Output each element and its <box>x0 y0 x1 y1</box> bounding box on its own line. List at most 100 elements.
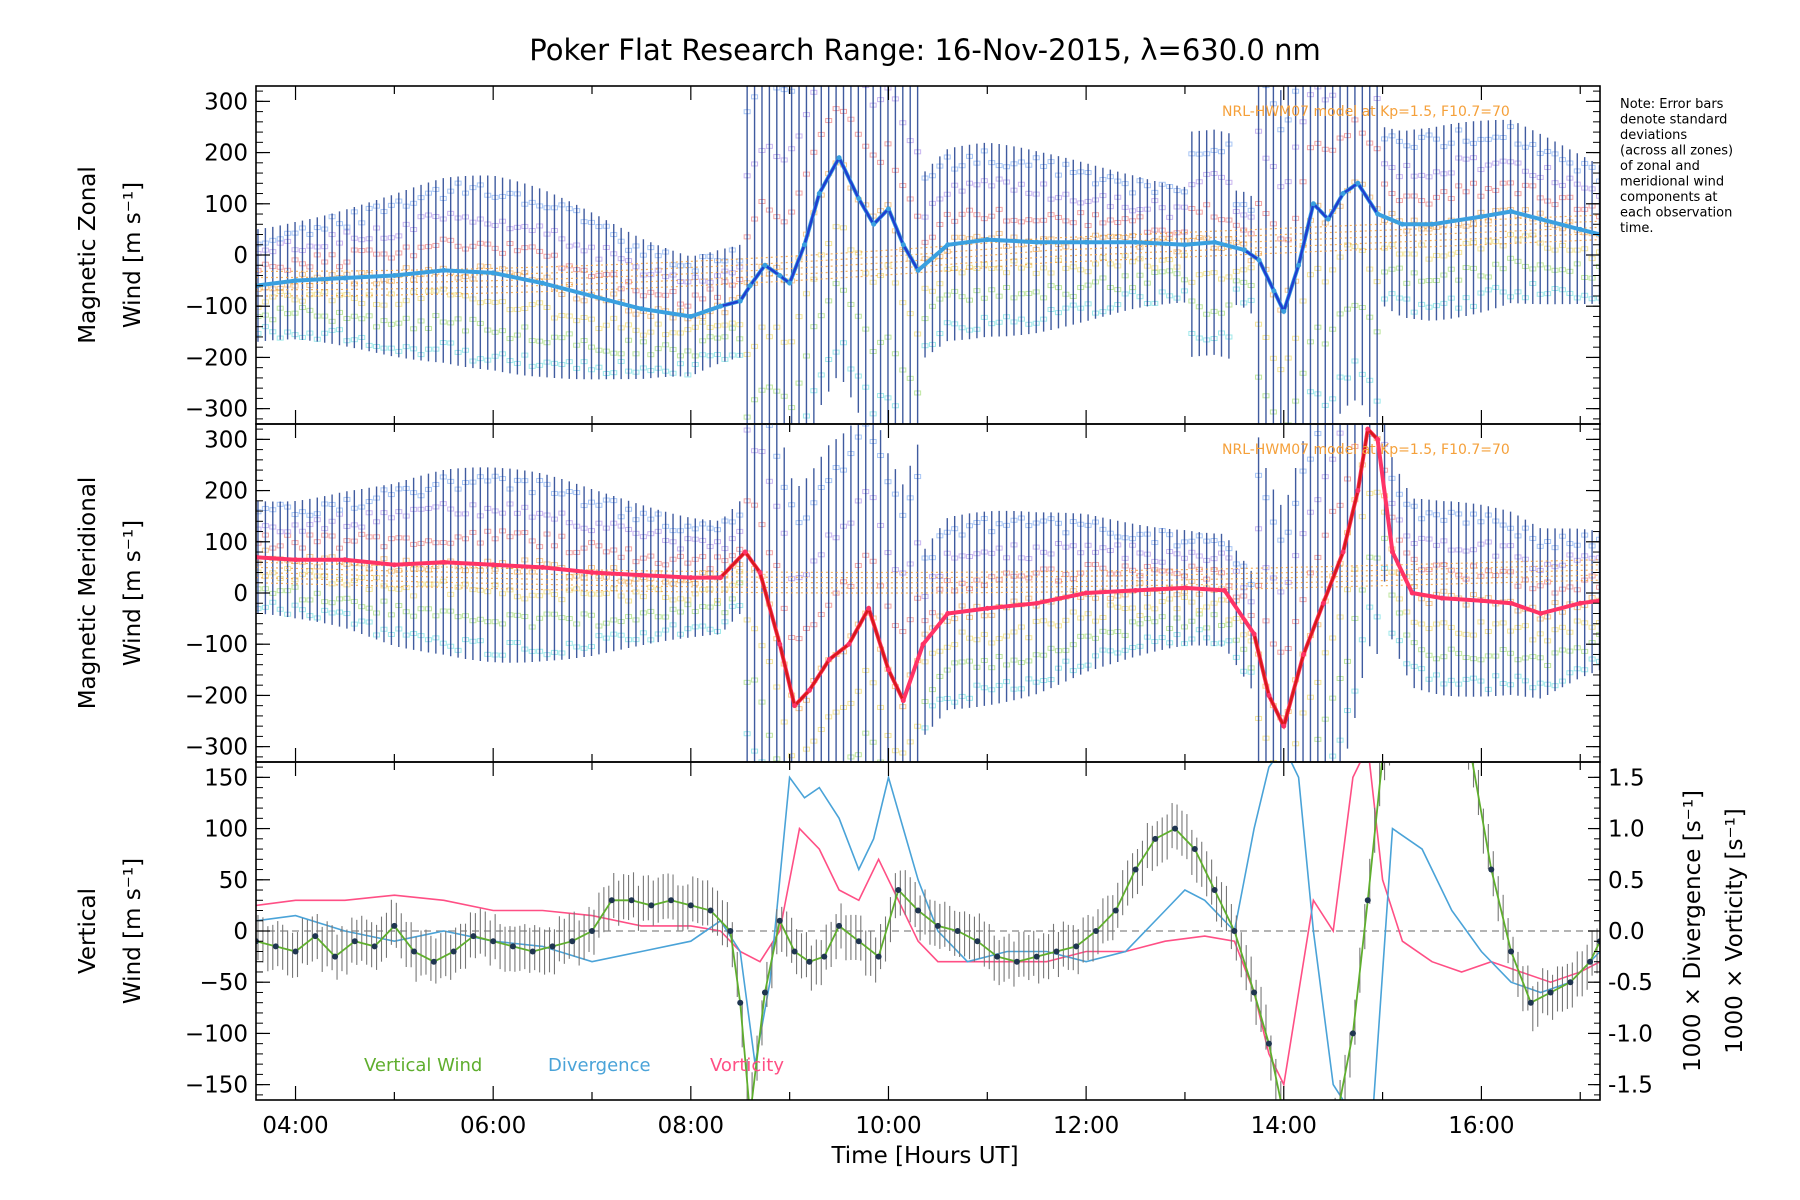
vertical-wind-point <box>411 948 418 955</box>
zone-point <box>1293 862 1299 866</box>
zone-point <box>1307 824 1313 828</box>
vertical-wind-point <box>687 902 694 909</box>
mean-wind-point <box>1375 436 1381 442</box>
right-tick-label: 1.5 <box>1608 765 1645 791</box>
vertical-wind-point <box>1231 928 1238 934</box>
vertical-wind-point <box>569 938 576 945</box>
mean-wind-point <box>777 272 783 278</box>
zone-point <box>1374 26 1380 30</box>
vertical-wind-point <box>1251 989 1258 996</box>
zone-point <box>766 80 772 84</box>
right-tick-label: 0.0 <box>1608 919 1645 945</box>
zone-point <box>759 79 765 83</box>
zone-point <box>789 452 795 456</box>
mean-wind-point <box>490 270 496 276</box>
note-line: time. <box>1620 221 1654 236</box>
vertical-wind-point <box>821 953 828 960</box>
mean-wind-line <box>256 427 1600 729</box>
vertical-wind-point <box>1364 897 1371 904</box>
zone-point <box>1263 796 1269 800</box>
mean-wind-point <box>1429 221 1435 227</box>
zone-point <box>826 849 832 853</box>
vertical-wind-point <box>776 917 783 924</box>
zone-point <box>1285 836 1291 840</box>
y-axis-label-line1: Magnetic Meridional <box>75 477 101 710</box>
y-tick-label: 0 <box>233 243 248 269</box>
zone-point <box>811 796 817 800</box>
mean-wind-point <box>792 703 798 709</box>
mean-wind-point <box>638 572 644 578</box>
mean-wind-point <box>540 564 546 570</box>
zone-point <box>1315 23 1321 27</box>
model-curve <box>256 564 1600 579</box>
zone-point <box>1322 37 1328 41</box>
mean-wind-point <box>1325 216 1331 222</box>
zone-point <box>855 9 861 13</box>
mean-wind-point <box>1281 308 1287 314</box>
vertical-wind-point <box>529 948 536 955</box>
zone-point <box>915 845 921 849</box>
mean-wind-point <box>293 278 299 284</box>
mean-wind-point <box>846 641 852 647</box>
y-tick-label: 300 <box>204 427 248 453</box>
zone-point <box>803 876 809 880</box>
vertical-wind-point <box>1132 866 1139 873</box>
zone-point <box>1307 24 1313 28</box>
divergence-line <box>256 762 1600 1100</box>
mean-wind-point <box>1389 549 1395 555</box>
y-tick-label: 300 <box>204 89 248 115</box>
model-curve <box>256 232 1600 291</box>
y-tick-label: −300 <box>185 735 248 761</box>
mean-wind-point <box>1508 600 1514 606</box>
zone-point <box>915 787 921 791</box>
y-axis-label-line2: Wind [m s⁻¹] <box>120 858 146 1004</box>
zone-point <box>796 765 802 769</box>
zone-point <box>1263 869 1269 873</box>
model-curve <box>256 220 1600 279</box>
vertical-wind-point <box>1488 866 1495 873</box>
zone-point <box>1256 71 1262 75</box>
mean-wind-point <box>1221 587 1227 593</box>
zone-point <box>907 795 913 799</box>
mean-wind-point <box>1478 598 1484 604</box>
x-tick-label: 12:00 <box>1053 1113 1119 1139</box>
y-tick-label: 100 <box>204 530 248 556</box>
model-label: NRL-HWM07 model at Kp=1.5, F10.7=70 <box>1222 104 1510 120</box>
model-curve <box>256 579 1600 594</box>
note-line: components at <box>1620 190 1718 205</box>
vertical-wind-point <box>1053 948 1060 955</box>
zone-point <box>1345 1 1351 5</box>
mean-wind-point <box>688 575 694 581</box>
vertical-wind-point <box>836 922 843 929</box>
mean-wind-point <box>589 293 595 299</box>
zone-points <box>256 1 1600 456</box>
vertical-wind-point <box>737 999 744 1006</box>
vertical-wind-point <box>589 928 595 934</box>
zone-point <box>878 28 884 32</box>
zone-point <box>870 807 876 811</box>
zone-point <box>1285 763 1291 767</box>
mean-wind-point <box>787 280 793 286</box>
zone-point <box>863 789 869 793</box>
zone-point <box>900 432 906 436</box>
y-tick-label: −100 <box>185 1021 248 1047</box>
mean-wind-point <box>915 267 921 273</box>
mean-wind-point <box>1340 191 1346 197</box>
zone-point <box>1256 780 1262 784</box>
vertical-wind-point <box>1349 1030 1356 1037</box>
y-tick-label: −150 <box>185 1073 248 1099</box>
zone-point <box>1330 32 1336 36</box>
mean-wind-point <box>900 242 906 248</box>
mean-wind-point <box>638 306 644 312</box>
mean-wind-point <box>1182 242 1188 248</box>
zone-point <box>1278 779 1284 783</box>
mean-wind-point <box>747 283 753 289</box>
model-curve <box>256 226 1600 285</box>
mean-wind-point <box>920 641 926 647</box>
mean-wind-point <box>441 267 447 273</box>
note-line: denote standard <box>1620 113 1727 128</box>
vertical-wind-point <box>791 948 798 955</box>
note-line: of zonal and <box>1620 159 1700 174</box>
zone-point <box>833 769 839 773</box>
vertical-wind-point <box>747 1112 753 1118</box>
